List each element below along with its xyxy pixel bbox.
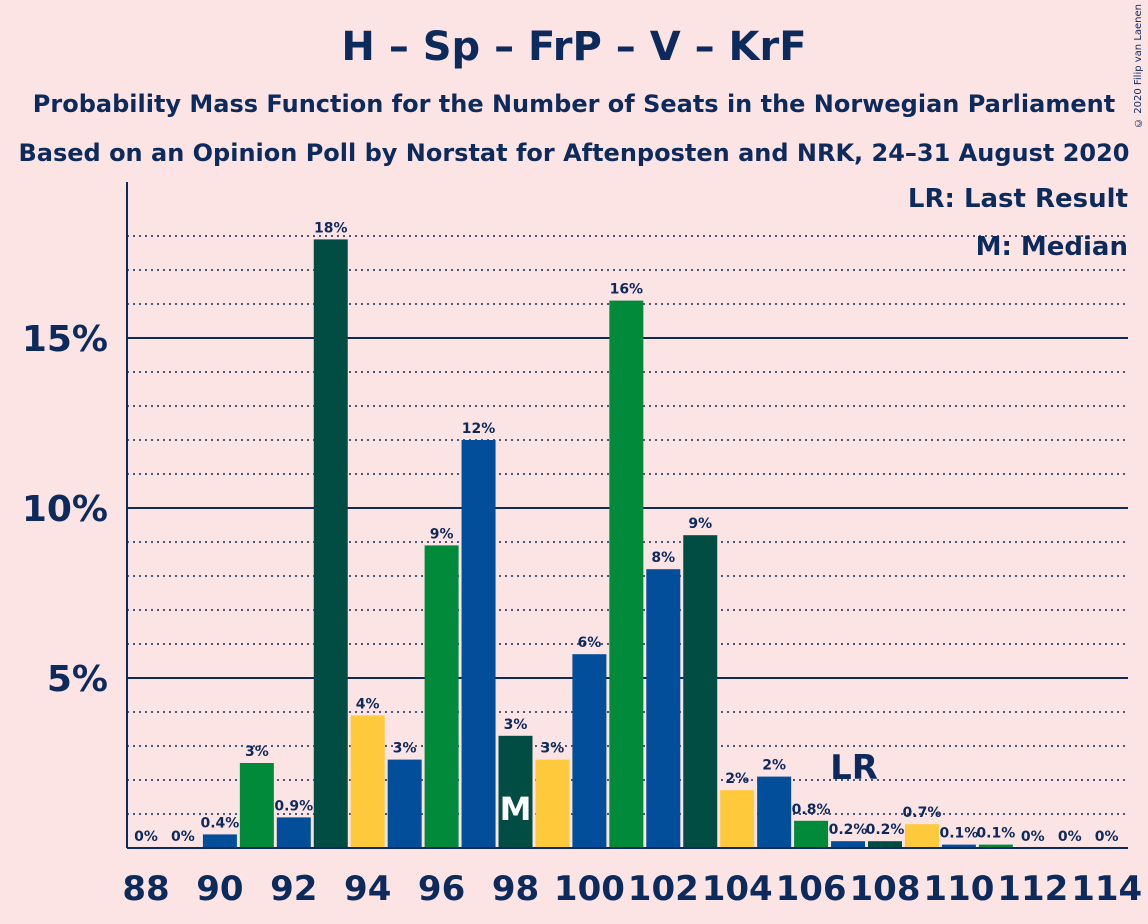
bar xyxy=(868,841,902,848)
x-tick-label: 92 xyxy=(270,869,317,909)
bar-value-label: 9% xyxy=(688,516,712,532)
x-tick-label: 98 xyxy=(492,869,539,909)
bar-value-label: 0.8% xyxy=(792,802,831,818)
chart-subtitle: Probability Mass Function for the Number… xyxy=(32,90,1116,118)
bar-value-label: 0.7% xyxy=(903,805,942,821)
bar-value-label: 3% xyxy=(504,717,528,733)
bar-value-label: 6% xyxy=(578,635,602,651)
bar-value-label: 3% xyxy=(245,744,269,760)
bar-value-label: 0.4% xyxy=(200,815,239,831)
bar xyxy=(535,759,570,848)
bar xyxy=(461,440,496,848)
legend-median: M: Median xyxy=(975,232,1128,262)
bar xyxy=(498,735,533,848)
last-result-marker: LR xyxy=(830,748,878,788)
y-tick-label: 15% xyxy=(22,319,108,360)
bar xyxy=(794,820,829,848)
bar-value-label: 0% xyxy=(1021,829,1045,845)
bar xyxy=(276,817,311,848)
bar-value-label: 3% xyxy=(393,741,417,757)
bar-value-label: 0.1% xyxy=(939,826,978,842)
bar xyxy=(978,844,1013,848)
x-tick-label: 110 xyxy=(923,869,994,909)
bar-value-label: 12% xyxy=(462,421,496,437)
x-tick-label: 88 xyxy=(122,869,169,909)
bar xyxy=(720,790,755,848)
x-tick-label: 114 xyxy=(1071,869,1142,909)
bar xyxy=(202,834,237,848)
bar-value-label: 0.2% xyxy=(866,822,905,838)
bar xyxy=(609,300,644,849)
x-tick-label: 100 xyxy=(554,869,625,909)
y-tick-label: 10% xyxy=(22,489,108,530)
x-tick-label: 106 xyxy=(776,869,847,909)
y-tick-label: 5% xyxy=(47,659,108,700)
x-tick-label: 104 xyxy=(702,869,773,909)
bar xyxy=(239,763,274,848)
bar xyxy=(904,824,939,848)
x-tick-label: 90 xyxy=(196,869,243,909)
bar xyxy=(683,535,718,848)
bar-value-label: 2% xyxy=(762,758,786,774)
bar xyxy=(313,239,348,848)
x-tick-label: 94 xyxy=(344,869,391,909)
bar-value-label: 0% xyxy=(1095,829,1119,845)
bar-value-label: 2% xyxy=(725,771,749,787)
x-tick-label: 96 xyxy=(418,869,465,909)
bar xyxy=(646,569,681,848)
bar xyxy=(350,715,385,848)
legend-last-result: LR: Last Result xyxy=(907,184,1128,214)
bar-value-label: 16% xyxy=(610,282,644,298)
bar-value-label: 3% xyxy=(541,741,565,757)
bar xyxy=(757,776,792,848)
bar-value-label: 0% xyxy=(134,829,158,845)
bar xyxy=(387,759,422,848)
bar xyxy=(424,545,459,848)
x-tick-label: 108 xyxy=(850,869,921,909)
bar-value-label: 0% xyxy=(1058,829,1082,845)
chart-subtitle-poll: Based on an Opinion Poll by Norstat for … xyxy=(18,139,1130,167)
bar-value-label: 0.2% xyxy=(829,822,868,838)
bar xyxy=(572,654,607,848)
bar-value-label: 0.9% xyxy=(274,798,313,814)
bar xyxy=(831,841,866,848)
x-tick-label: 112 xyxy=(997,869,1068,909)
bar xyxy=(941,844,976,848)
chart-title: H – Sp – FrP – V – KrF xyxy=(341,24,807,70)
x-tick-label: 102 xyxy=(628,869,699,909)
bar-value-label: 0% xyxy=(171,829,195,845)
bar-value-label: 0.1% xyxy=(976,826,1015,842)
median-marker: M xyxy=(500,790,532,828)
bar-value-label: 18% xyxy=(314,220,348,236)
bar-value-label: 8% xyxy=(651,550,675,566)
bar-value-label: 9% xyxy=(430,526,454,542)
bar-value-label: 4% xyxy=(356,696,380,712)
